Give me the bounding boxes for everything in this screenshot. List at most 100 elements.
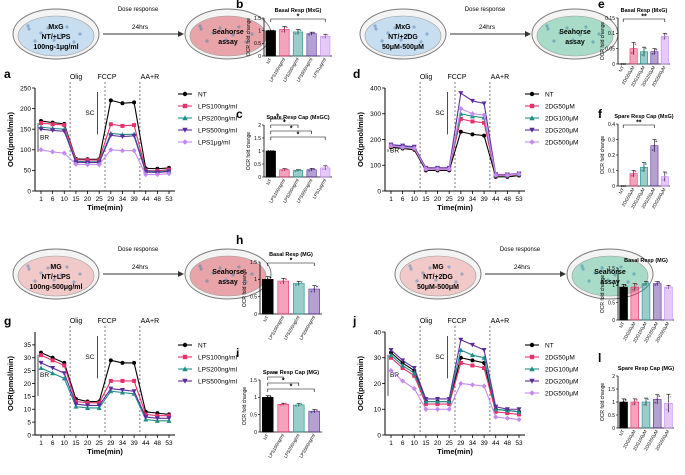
y-tick-label: 0 [612,318,615,324]
data-point [412,373,417,378]
data-dot [297,282,300,285]
bar [641,283,651,321]
data-point [400,366,405,371]
dish-schematic-mxg_lps: MxG NT/+LPS 100ng-1μg/ml Dose response 24hrs… [12,7,272,60]
data-dot [653,144,656,147]
x-tick-label: 39 [130,440,138,447]
x-tick-label: 6 [401,440,405,447]
data-point [400,144,406,150]
data-point [469,98,475,104]
data-dot [326,165,329,168]
data-dot [321,36,324,39]
data-point [470,363,475,368]
dish-right-label-1: Seahorse [594,269,626,276]
cell-dot [59,273,63,277]
legend-marker [529,103,535,109]
x-tick-label: 10 [61,440,69,447]
data-dot [300,281,303,283]
legend-label: NT [198,343,207,350]
bar-chart-l: Spare Resp Cap (MG) 0 0.5 1 1.5 2 OCR fold cha… [600,366,674,452]
cell-dot [558,31,562,35]
cell-dot [250,272,254,276]
cell-dot [224,38,228,42]
cell-dot [244,280,248,284]
arrow-label-top: Dose response [118,247,159,253]
bar [652,283,662,321]
legend-marker [529,91,535,97]
data-dot [633,401,636,403]
series-line-3 [40,128,170,174]
cell-dot [39,271,43,275]
x-tick-label: NT [618,429,625,437]
y-axis-label: OCR fold change [242,387,248,426]
y-tick-label: 2 [612,374,615,380]
data-dot [269,395,272,398]
data-point [119,387,125,393]
data-point [458,380,464,387]
data-point [131,389,137,394]
data-dot [656,398,659,401]
data-dot [295,284,297,286]
data-point [482,366,487,371]
data-point [108,358,113,363]
data-point [85,400,90,405]
data-point [85,403,91,408]
dish-left-label-2: NT/+LPS [42,34,71,41]
data-point [96,162,102,168]
data-point [62,363,67,368]
data-point [517,412,521,417]
cell-dot [65,25,69,29]
y-tick-label: 0.1 [608,31,615,37]
x-tick-label: 39 [130,196,138,203]
y-axis-label: OCR fold change [600,22,606,61]
x-tick-label: 25 [96,440,104,447]
legend-marker [529,378,535,384]
sig-bracket [270,130,312,134]
data-point [108,133,114,138]
data-dot [297,169,299,172]
x-tick-label: LPS1μg/ml [312,57,327,79]
sig-star: ** [636,120,642,127]
data-point [482,120,487,125]
dish-left-label-2: NT/+2DG [423,274,453,281]
legend-label: LPS200ng/ml [198,116,238,123]
dish-left-label-1: MxG [395,24,411,31]
dish-left-medium [17,15,95,57]
y-tick-label: 0 [258,54,261,60]
data-dot [269,150,272,152]
arrow-label-top: Dose response [118,7,159,13]
chart-title: Basal Resp (MxG) [621,8,668,14]
data-dot [326,33,329,36]
legend-label: NT [198,92,207,99]
cell-dot [419,40,423,44]
data-point [38,360,44,366]
bar [292,31,304,57]
data-point [504,172,510,178]
sig-bracket [267,382,300,386]
data-dot [630,174,633,177]
data-dot [620,185,623,187]
bar-chart-f: Spare Resp Cap (MxG) 0 0.1 0.2 0.3 0.4 OCR fol… [600,114,674,210]
y-axis-label: OCR fold change [600,275,606,314]
cell-dot [545,24,549,28]
data-dot [279,404,282,406]
cell-dot [237,265,241,269]
panel-letter-a: a [4,67,11,81]
data-dot [295,405,297,407]
cell-dot [606,278,610,282]
data-point [132,123,137,128]
y-tick-label: 150 [20,127,31,134]
data-dot [285,278,287,281]
data-point [469,342,475,348]
data-point [481,112,487,118]
cell-dot [78,32,82,36]
data-dot [644,47,647,50]
cell-dot [46,26,50,30]
data-point [38,127,44,132]
injection-label: AA+R [491,74,509,81]
panel-letter-l: l [598,351,601,365]
panel-letter-g: g [4,314,11,328]
x-tick-label: 53 [515,196,523,203]
